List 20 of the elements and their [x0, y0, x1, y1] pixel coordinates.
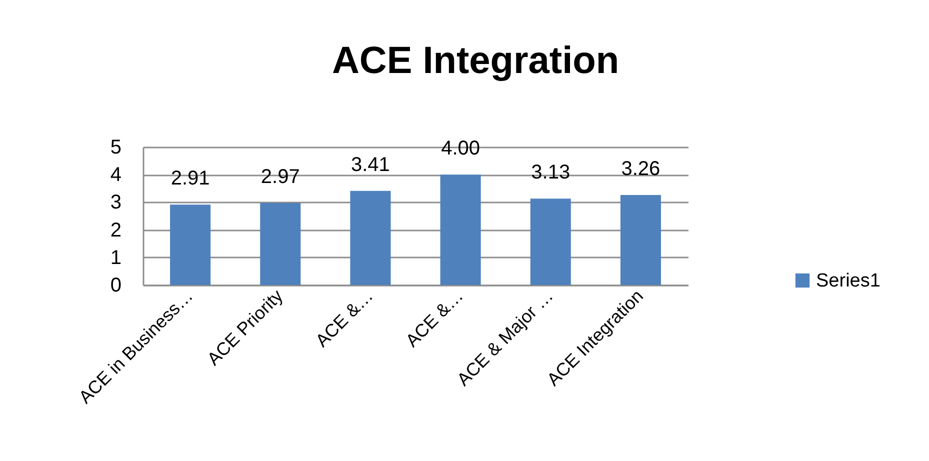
data-label: 3.26 [621, 158, 660, 180]
bar [530, 198, 571, 285]
bar [170, 204, 211, 285]
y-tick-label: 3 [110, 192, 122, 214]
y-tick-label: 1 [110, 246, 122, 269]
data-label: 3.13 [531, 162, 570, 184]
y-tick-label: 4 [110, 164, 122, 186]
bar [620, 195, 661, 285]
y-tick-label: 5 [110, 136, 122, 158]
bar [350, 190, 391, 285]
data-label: 4.00 [441, 138, 480, 160]
bar [260, 203, 301, 285]
y-tick-label: 0 [110, 274, 122, 296]
data-label: 3.41 [350, 154, 390, 176]
chart-title: ACE Integration [332, 40, 620, 82]
data-label: 2.91 [170, 168, 210, 190]
legend-label: Series1 [816, 270, 880, 292]
y-tick-label: 2 [110, 219, 122, 242]
bar [440, 174, 481, 285]
data-label: 2.97 [260, 166, 300, 188]
